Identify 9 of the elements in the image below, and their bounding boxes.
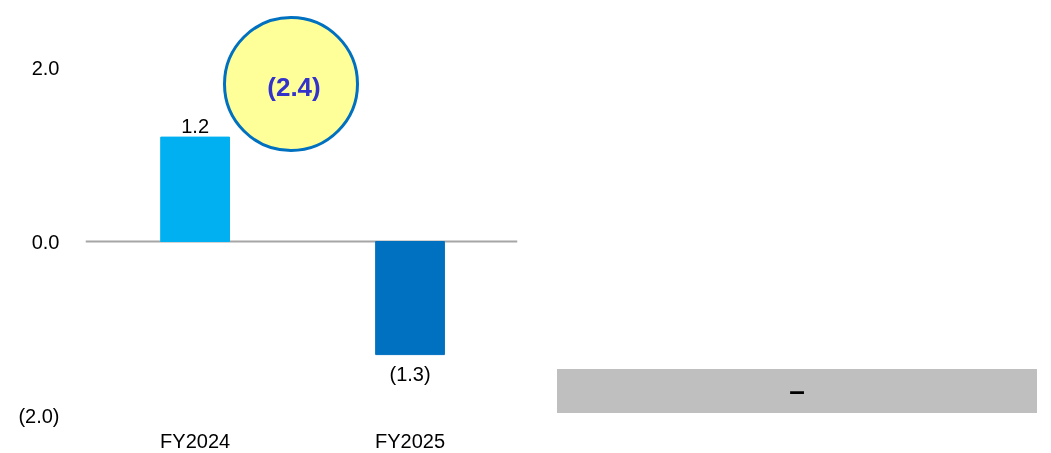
annotation: (2.4) bbox=[266, 71, 322, 104]
data-label: (1.3) bbox=[389, 362, 431, 385]
y-tick-label: (2.0) bbox=[18, 404, 60, 427]
x-tick-label: FY2025 bbox=[375, 429, 446, 452]
y-tick-label: 2.0 bbox=[31, 56, 60, 79]
x-tick-label: FY2024 bbox=[160, 429, 231, 452]
data-label: 1.2 bbox=[181, 115, 210, 138]
y-tick-label: 0.0 bbox=[31, 230, 60, 253]
text: – bbox=[789, 374, 805, 408]
